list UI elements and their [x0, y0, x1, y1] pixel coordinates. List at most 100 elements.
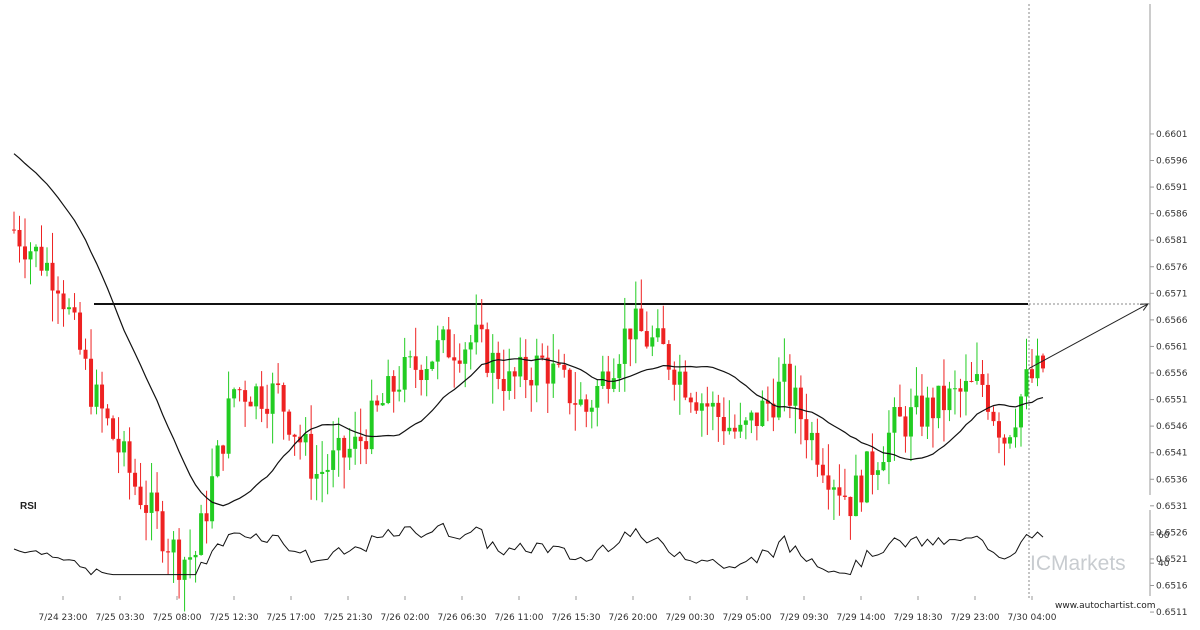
x-tick-label: 7/26 02:00: [380, 613, 429, 623]
candle-body: [589, 407, 594, 412]
candle-body: [138, 486, 143, 506]
candle-body: [116, 438, 121, 453]
candle-body: [89, 358, 94, 407]
y-tick-label: 0.6571: [1156, 289, 1188, 299]
candles: [12, 211, 1045, 612]
candle-body: [122, 441, 127, 453]
candle-body: [727, 427, 732, 432]
candle-body: [661, 328, 666, 345]
candle-body: [193, 554, 198, 558]
candle-body: [677, 371, 682, 385]
candle-body: [754, 412, 759, 427]
candle-body: [628, 328, 633, 340]
candle-body: [479, 324, 484, 330]
candle-body: [369, 400, 374, 450]
candle-body: [1035, 355, 1040, 379]
candle-body: [507, 371, 512, 392]
candle-body: [941, 385, 946, 411]
candle-body: [1018, 396, 1023, 428]
projection-arrow-head: [1139, 303, 1150, 311]
candle-body: [870, 451, 875, 475]
candle-body: [474, 324, 479, 343]
candle-body: [974, 374, 979, 382]
candle-body: [716, 402, 721, 417]
candle-body: [914, 395, 919, 408]
candle-body: [490, 352, 495, 373]
candle-body: [39, 246, 44, 271]
candle-body: [276, 383, 281, 386]
candle-body: [215, 445, 220, 477]
candle-body: [837, 487, 842, 496]
y-tick-label: 0.6566: [1156, 316, 1188, 326]
candle-body: [639, 308, 644, 332]
candle-body: [848, 496, 853, 517]
candle-body: [771, 403, 776, 418]
x-tick-label: 7/25 03:30: [95, 613, 144, 623]
moving-average-line: [13, 153, 1044, 507]
x-tick-label: 7/25 12:30: [209, 613, 258, 623]
candle-body: [842, 495, 847, 497]
rsi-tick-label: 40: [1158, 559, 1170, 569]
site-watermark: www.autochartist.com: [1055, 601, 1156, 611]
candle-body: [952, 388, 957, 390]
candle-body: [342, 437, 347, 458]
candle-body: [644, 331, 649, 347]
candle-body: [903, 416, 908, 437]
candle-body: [391, 376, 396, 392]
candle-body: [61, 293, 66, 310]
y-tick-label: 0.6511: [1156, 608, 1188, 618]
candle-body: [760, 400, 765, 427]
candle-body: [430, 361, 435, 369]
brand-watermark: ICMarkets: [1030, 552, 1126, 575]
candle-body: [776, 381, 781, 418]
candle-body: [83, 349, 88, 359]
candle-body: [683, 371, 688, 398]
x-tick-label: 7/25 17:00: [266, 613, 315, 623]
candle-body: [694, 402, 699, 411]
candle-body: [270, 383, 275, 414]
candle-body: [545, 357, 550, 384]
candle-body: [1013, 427, 1018, 438]
candle-body: [23, 246, 28, 260]
candle-body: [336, 437, 341, 451]
candle-body: [595, 385, 600, 408]
candle-body: [314, 473, 319, 479]
candle-body: [232, 389, 237, 399]
candle-body: [743, 420, 748, 425]
candle-body: [512, 371, 517, 377]
candle-body: [287, 411, 292, 435]
x-tick-label: 7/25 21:30: [323, 613, 372, 623]
candle-body: [50, 262, 55, 291]
y-tick-label: 0.6581: [1156, 236, 1188, 246]
y-tick-label: 0.6576: [1156, 263, 1188, 273]
candle-body: [721, 416, 726, 432]
projection-arrow-line: [1028, 303, 1149, 369]
candle-body: [94, 384, 99, 407]
candle-body: [573, 403, 578, 405]
x-tick-label: 7/25 08:00: [152, 613, 201, 623]
candle-body: [655, 328, 660, 338]
candle-body: [518, 356, 523, 377]
candle-body: [254, 386, 259, 407]
candle-body: [611, 378, 616, 389]
y-tick-label: 0.6521: [1156, 555, 1188, 565]
candle-body: [606, 371, 611, 389]
candle-body: [672, 369, 677, 385]
candle-body: [67, 307, 72, 310]
candle-body: [347, 448, 352, 458]
candle-body: [100, 384, 105, 409]
candle-body: [309, 433, 314, 479]
candle-body: [402, 357, 407, 390]
candle-body: [441, 329, 446, 341]
candle-body: [1002, 437, 1007, 444]
candle-body: [397, 389, 402, 392]
candle-body: [331, 450, 336, 470]
y-tick-label: 0.6541: [1156, 449, 1188, 459]
candle-body: [457, 360, 462, 364]
candle-body: [56, 290, 61, 294]
candle-body: [166, 551, 171, 553]
candle-body: [171, 539, 176, 553]
y-tick-label: 0.6531: [1156, 502, 1188, 512]
x-tick-label: 7/26 11:00: [494, 613, 543, 623]
